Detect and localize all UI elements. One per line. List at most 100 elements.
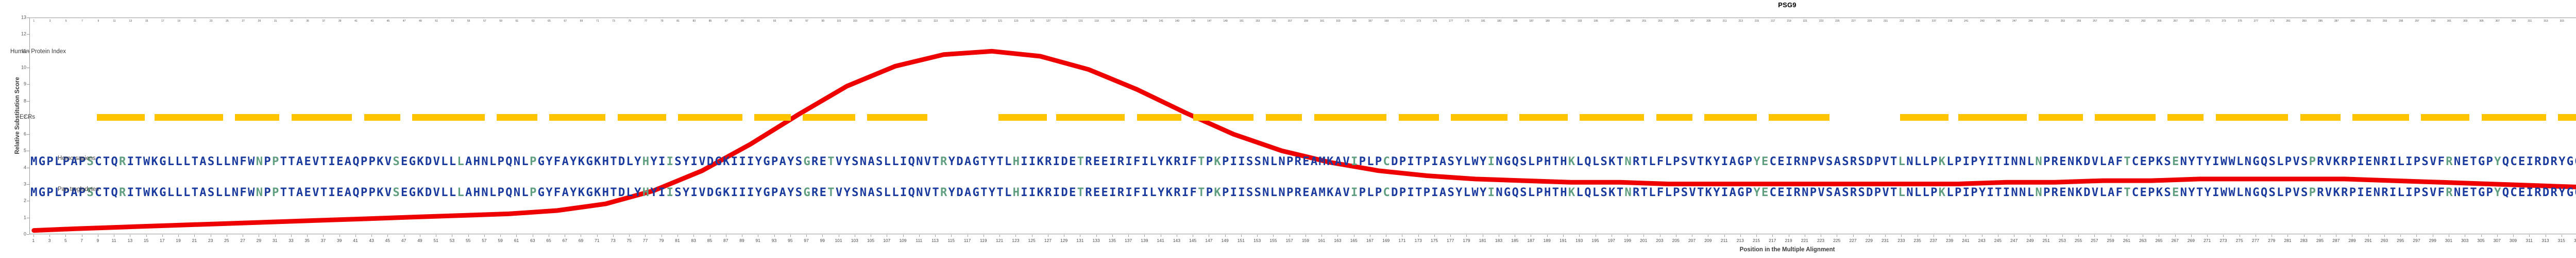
x-axis-tick-label: 221: [1801, 238, 1808, 243]
x-axis-tick-label: 133: [1092, 238, 1100, 243]
y-axis-tick-mark: [27, 134, 29, 135]
x-axis-tick-label: 43: [369, 238, 374, 243]
y-axis-tick-label: 12: [21, 31, 26, 37]
protein-index-tick: 275: [2238, 20, 2242, 23]
x-axis-tick-label: 309: [2509, 238, 2517, 243]
x-axis-tick-label: 85: [707, 238, 713, 243]
protein-index-tick: 117: [965, 20, 970, 23]
protein-index-tick: 75: [628, 20, 631, 23]
protein-index-tick: 293: [2382, 20, 2387, 23]
protein-index-tick: 301: [2447, 20, 2452, 23]
protein-index-tick: 315: [2560, 20, 2564, 23]
x-axis-tick-label: 225: [1833, 238, 1841, 243]
x-axis-tick-label: 9: [96, 238, 99, 243]
protein-index-tick: 263: [2141, 20, 2146, 23]
protein-index-tick: 121: [997, 20, 1003, 23]
x-axis-tick-label: 213: [1736, 238, 1744, 243]
protein-index-tick: 7: [81, 20, 83, 23]
protein-index-tick: 9: [97, 20, 99, 23]
x-axis-tick-label: 163: [1334, 238, 1342, 243]
x-axis-tick-mark: [1885, 235, 1886, 237]
protein-index-tick: 161: [1320, 20, 1325, 23]
protein-index-tick: 173: [1416, 20, 1421, 23]
x-axis-tick-mark: [2481, 235, 2482, 237]
x-axis-tick-mark: [2416, 235, 2417, 237]
x-axis-tick-label: 51: [433, 238, 438, 243]
x-axis-tick-mark: [1273, 235, 1274, 237]
ecr-bar: [1265, 114, 1302, 121]
x-axis-tick-label: 277: [2251, 238, 2260, 243]
x-axis-tick-mark: [919, 235, 920, 237]
x-axis-tick-mark: [1257, 235, 1258, 237]
x-axis-tick-label: 243: [1978, 238, 1986, 243]
protein-index-tick: 233: [1900, 20, 1904, 23]
ecr-bar: [2557, 114, 2576, 121]
x-axis-tick-label: 271: [2204, 238, 2211, 243]
protein-index-tick: 297: [2415, 20, 2419, 23]
x-axis-tick-mark: [2062, 235, 2063, 237]
y-axis-tick-label: 9: [23, 81, 26, 87]
protein-index-tick: 175: [1432, 20, 1437, 23]
x-axis-tick-label: 233: [1897, 238, 1905, 243]
x-axis-tick-label: 117: [963, 238, 971, 243]
x-axis-tick-label: 71: [594, 238, 600, 243]
protein-index-tick: 77: [644, 20, 648, 23]
x-axis-tick-label: 283: [2300, 238, 2308, 243]
protein-index-tick: 11: [113, 20, 116, 23]
x-axis-tick-mark: [1096, 235, 1097, 237]
row-label-ecrs: ECRs: [20, 114, 36, 120]
protein-index-tick: 83: [692, 20, 696, 23]
ecr-bar: [677, 114, 742, 121]
x-axis-tick-label: 313: [2541, 238, 2549, 243]
protein-index-tick: 127: [1046, 20, 1051, 23]
x-axis-tick-label: 159: [1301, 238, 1310, 243]
ecr-bar: [155, 114, 224, 121]
ecr-bar: [2215, 114, 2289, 121]
protein-index-tick: 305: [2479, 20, 2484, 23]
x-axis-tick-label: 123: [1012, 238, 1020, 243]
x-axis-tick-label: 215: [1752, 238, 1760, 243]
x-axis-tick-label: 59: [498, 238, 503, 243]
x-axis-tick-label: 113: [931, 238, 939, 243]
x-axis-tick-label: 65: [546, 238, 551, 243]
protein-index-tick: 33: [290, 20, 293, 23]
protein-index-tick: 167: [1368, 20, 1373, 23]
x-axis-tick-label: 19: [176, 238, 181, 243]
x-axis-tick-label: 155: [1269, 238, 1277, 243]
x-axis-tick-label: 35: [304, 238, 310, 243]
protein-index-tick: 237: [1931, 20, 1937, 23]
ecr-bar: [1056, 114, 1125, 121]
x-axis-tick-mark: [371, 235, 372, 237]
ecr-bar: [2352, 114, 2409, 121]
ecr-bar: [2167, 114, 2204, 121]
x-axis-tick-label: 57: [482, 238, 487, 243]
protein-index-tick: 55: [467, 20, 470, 23]
x-axis-tick-label: 255: [2075, 238, 2082, 243]
x-axis-tick-mark: [1112, 235, 1113, 237]
protein-index-tick: 125: [1030, 20, 1035, 23]
protein-index-tick: 259: [2109, 20, 2113, 23]
x-axis-tick-label: 67: [562, 238, 567, 243]
x-axis-tick-mark: [323, 235, 324, 237]
x-axis-tick-label: 231: [1881, 238, 1889, 243]
ecr-bar: [998, 114, 1047, 121]
x-axis-tick-label: 285: [2316, 238, 2324, 243]
protein-index-tick: 245: [1996, 20, 2001, 23]
x-axis-tick-label: 149: [1221, 238, 1229, 243]
x-axis-tick-label: 95: [788, 238, 793, 243]
row-label-homo-sapiens: Homo sapiens: [58, 155, 96, 162]
x-axis-tick-label: 91: [755, 238, 760, 243]
protein-index-tick: 147: [1207, 20, 1212, 23]
protein-index-tick: 119: [981, 20, 986, 23]
protein-index-tick: 205: [1674, 20, 1679, 23]
x-axis-tick-label: 201: [1640, 238, 1648, 243]
x-axis-tick-label: 185: [1511, 238, 1519, 243]
x-axis-tick-mark: [2175, 235, 2176, 237]
ecr-bar: [2481, 114, 2546, 121]
protein-index-tick: 215: [1754, 20, 1759, 23]
x-axis-tick-label: 165: [1350, 238, 1358, 243]
protein-index-tick: 257: [2093, 20, 2097, 23]
x-axis-tick-label: 211: [1720, 238, 1728, 243]
